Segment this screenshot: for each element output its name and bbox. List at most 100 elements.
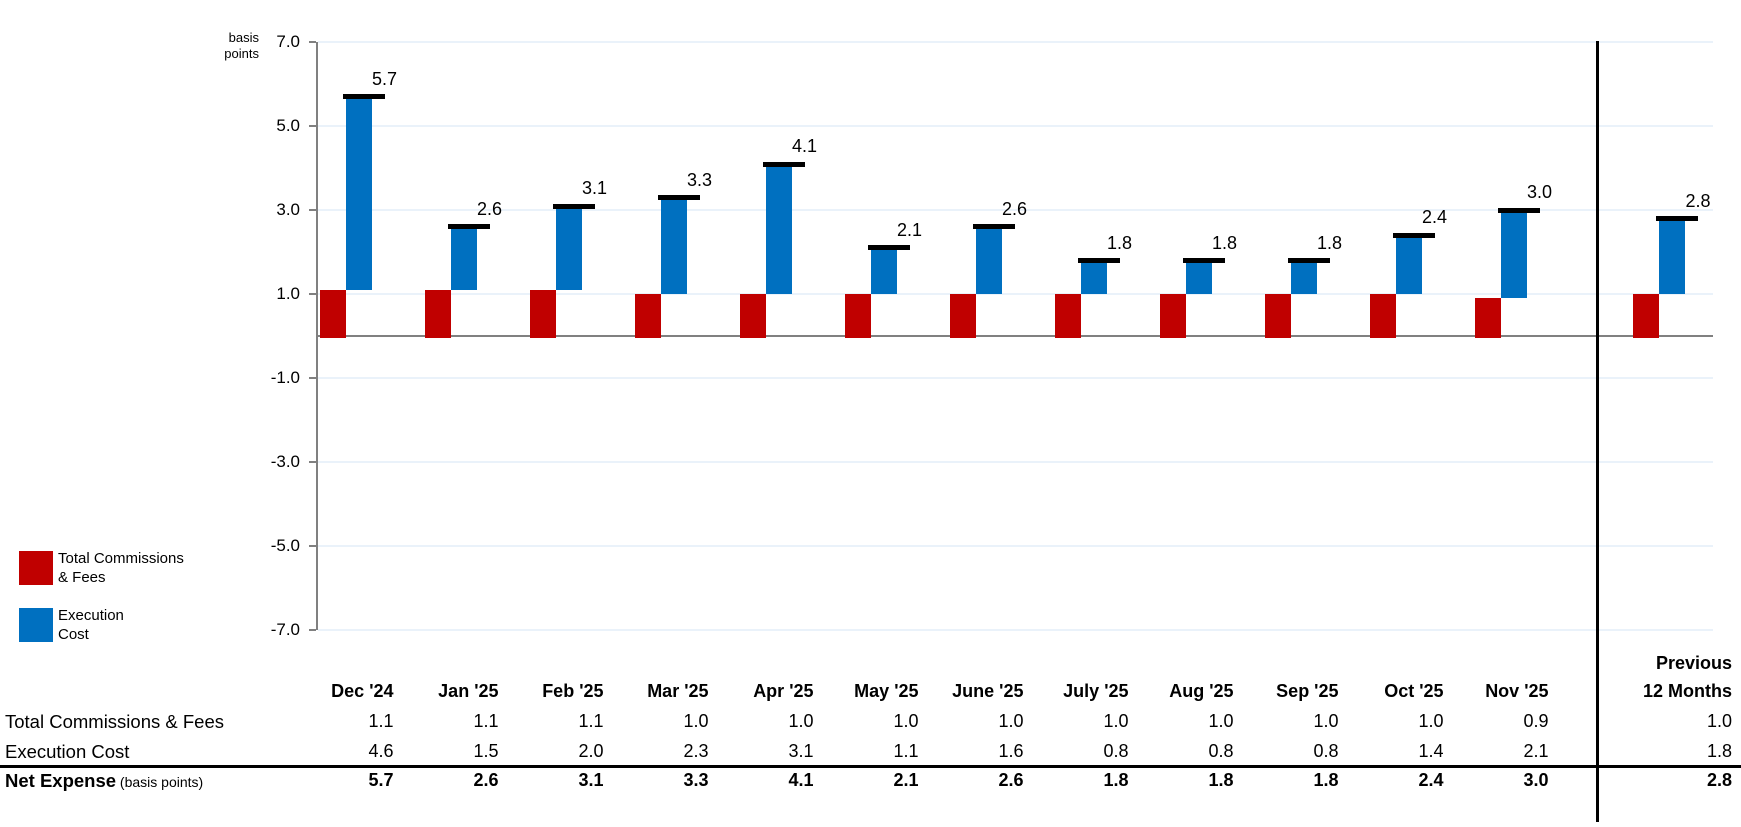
bar-total-cap [342, 94, 385, 100]
y-axis-tick-mark [309, 293, 316, 296]
table-value-cell: 0.9 [1523, 711, 1549, 731]
table-value-cell: 2.1 [893, 770, 919, 790]
bar-total-cap [762, 161, 805, 167]
y-axis-tick-label: -1.0 [270, 367, 300, 387]
table-value-cell: 1.0 [1418, 711, 1444, 731]
bar-segment-commissions [1054, 294, 1081, 338]
bar-segment-commissions [1264, 294, 1291, 338]
table-value-cell: 2.3 [683, 741, 709, 761]
table-value-cell: 1.4 [1418, 741, 1444, 761]
table-header-cell: Oct '25 [1384, 681, 1444, 701]
bar-segment-execution [1185, 260, 1212, 295]
table-value-cell: 2.1 [1523, 741, 1549, 761]
table-value-cell: 1.1 [473, 711, 499, 731]
bar-total-cap [867, 245, 910, 251]
y-axis-tick-mark [309, 125, 316, 128]
bar-total-label: 1.8 [1316, 232, 1343, 253]
bar-total-label: 2.8 [1685, 190, 1711, 211]
grid-line [318, 460, 1713, 463]
grid-line [318, 293, 1713, 296]
table-value-cell: 2.6 [998, 770, 1024, 790]
y-axis-tick-label: -5.0 [270, 535, 300, 555]
table-value-cell-previous: 1.8 [1706, 741, 1732, 761]
table-value-cell-previous: 1.0 [1706, 711, 1732, 731]
table-row-label: Total Commissions & Fees [5, 711, 224, 732]
grid-line [318, 125, 1713, 128]
table-value-cell: 5.7 [368, 770, 394, 790]
legend-label-line: & Fees [58, 569, 106, 586]
y-axis-line [316, 42, 318, 630]
legend-item-execution: Execution Cost [19, 606, 249, 663]
bar-segment-commissions [634, 294, 661, 338]
bar-segment-execution [555, 206, 582, 290]
bar-total-label: 3.1 [581, 178, 608, 199]
x-axis-zero-line [318, 335, 1713, 337]
table-header-cell: Mar '25 [647, 681, 709, 701]
bar-total-label: 2.1 [896, 219, 923, 240]
table-row-label: Execution Cost [5, 741, 130, 762]
table-value-cell: 1.0 [893, 711, 919, 731]
grid-line [318, 628, 1713, 631]
table-header-cell: Nov '25 [1485, 681, 1549, 701]
table-value-cell: 1.1 [368, 711, 394, 731]
bar-segment-commissions [424, 289, 451, 338]
y-axis-unit-label: basis points [187, 30, 259, 62]
table-header-cell: July '25 [1063, 681, 1129, 701]
table-header-cell: Sep '25 [1276, 681, 1339, 701]
bar-segment-commissions [1159, 294, 1186, 338]
table-header-cell: May '25 [854, 681, 919, 701]
table-value-cell: 3.1 [578, 770, 604, 790]
bar-total-label: 2.6 [476, 198, 503, 219]
y-axis-tick-mark [309, 41, 316, 44]
table-value-cell: 1.5 [473, 741, 499, 761]
table-value-cell: 3.0 [1523, 770, 1549, 790]
y-axis-tick-label: 1.0 [276, 284, 300, 304]
table-header-cell: Feb '25 [542, 681, 604, 701]
bar-total-label: 5.7 [371, 68, 398, 89]
bar-segment-execution [765, 164, 792, 295]
table-header-previous-line1: Previous [1655, 653, 1732, 673]
bar-total-label: 3.3 [686, 169, 713, 190]
table-row-label-suffix: (basis points) [116, 774, 204, 790]
legend-label-line: Execution [58, 607, 124, 624]
table-value-cell: 1.1 [578, 711, 604, 731]
table-row-label: Net Expense (basis points) [5, 770, 204, 791]
bar-total-label: 1.8 [1211, 232, 1238, 253]
y-axis-unit-line2: points [224, 46, 259, 61]
bar-total-label: 2.4 [1421, 207, 1448, 228]
bar-segment-execution [660, 197, 687, 295]
table-value-cell: 1.8 [1313, 770, 1339, 790]
table-value-cell: 2.4 [1418, 770, 1444, 790]
table-value-cell: 3.3 [683, 770, 709, 790]
bar-segment-execution [1080, 260, 1107, 295]
table-value-cell: 1.0 [683, 711, 709, 731]
table-value-cell: 1.0 [1103, 711, 1129, 731]
legend-label-line: Total Commissions [58, 550, 184, 567]
bar-segment-commissions [319, 289, 346, 338]
table-value-cell: 1.0 [1208, 711, 1234, 731]
bar-total-label: 1.8 [1106, 232, 1133, 253]
bar-total-cap [552, 203, 595, 209]
y-axis-unit-line1: basis [228, 30, 259, 45]
bar-total-cap [447, 224, 490, 230]
y-axis-tick-label: -3.0 [270, 451, 300, 471]
bar-segment-commissions [739, 294, 766, 338]
y-axis-tick-mark [309, 209, 316, 212]
table-value-cell: 1.0 [998, 711, 1024, 731]
grid-line [318, 41, 1713, 44]
bar-total-cap [972, 224, 1015, 230]
bar-segment-execution [870, 247, 897, 295]
grid-line [318, 544, 1713, 547]
bar-segment-commissions [949, 294, 976, 338]
bar-segment-execution [975, 226, 1002, 295]
y-axis-tick-mark [309, 544, 316, 547]
y-axis-tick-label: -7.0 [270, 619, 300, 639]
table-value-cell: 3.1 [788, 741, 814, 761]
grid-line [318, 376, 1713, 379]
legend-item-commissions: Total Commissions & Fees [19, 549, 249, 606]
y-axis-tick-mark [309, 628, 316, 631]
table-header-cell: Jan '25 [438, 681, 499, 701]
bar-segment-commissions [844, 294, 871, 338]
